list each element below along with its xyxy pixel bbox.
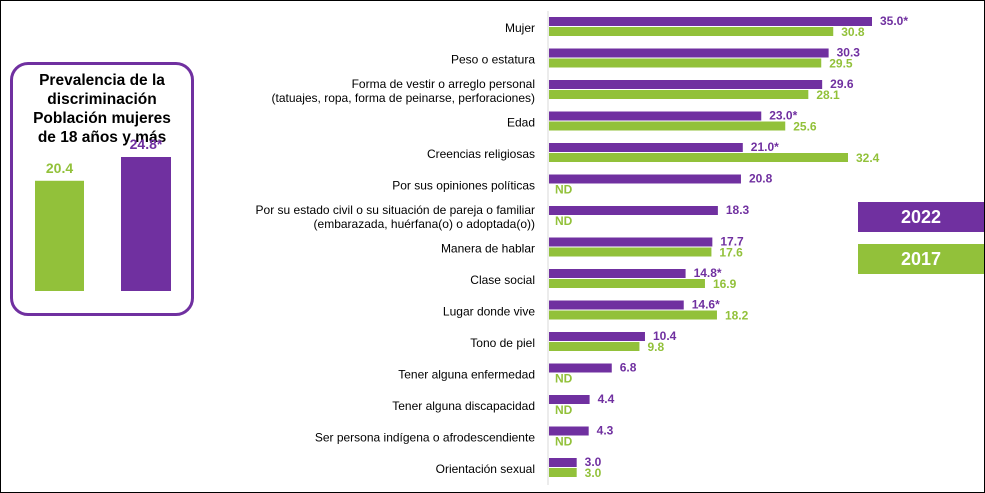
- bar-2022: [549, 332, 645, 341]
- data-label-2022: 18.3: [726, 203, 750, 217]
- data-label-2022: 30.3: [837, 46, 861, 60]
- category-label: Por sus opiniones políticas: [392, 179, 535, 193]
- data-label-2022: 4.4: [598, 392, 615, 406]
- category-label: Mujer: [505, 21, 535, 35]
- summary-label-2022: 24.8*: [130, 136, 163, 152]
- data-label-2022: 21.0*: [751, 140, 779, 154]
- summary-title-line: de 18 años y más: [37, 129, 167, 146]
- category-label: Edad: [507, 116, 535, 130]
- category-label: Ser persona indígena o afrodescendiente: [315, 431, 535, 445]
- bar-2017: [549, 90, 809, 99]
- summary-title-line: discriminación: [47, 91, 157, 108]
- bar-2017: [549, 58, 822, 68]
- category-label: (tatuajes, ropa, forma de peinarse, perf…: [272, 91, 535, 105]
- data-label-2022: 6.8: [620, 361, 637, 375]
- summary-bar-2022: [121, 157, 171, 291]
- data-label-2022: 20.8: [749, 172, 773, 186]
- bar-2022: [549, 395, 590, 404]
- data-label-2017: ND: [555, 372, 573, 386]
- bar-2017: [549, 247, 712, 257]
- bar-2022: [549, 80, 823, 89]
- data-label-2017: 18.2: [725, 309, 749, 323]
- bar-2017: [549, 468, 577, 477]
- category-label: (embarazada, huérfana(o) o adoptada(o)): [314, 217, 535, 231]
- data-label-2022: 3.0: [585, 455, 602, 469]
- category-label: Peso o estatura: [451, 53, 535, 67]
- category-label: Tener alguna discapacidad: [392, 399, 535, 413]
- summary-bar-chart: 20.4 24.8*: [35, 136, 171, 291]
- data-label-2017: ND: [555, 403, 573, 417]
- legend-item-2022: 2022: [858, 202, 984, 232]
- category-label: Creencias religiosas: [427, 147, 535, 161]
- data-label-2022: 17.7: [720, 235, 744, 249]
- data-label-2017: 17.6: [719, 246, 743, 260]
- category-label: Lugar donde vive: [443, 305, 535, 319]
- bar-2022: [549, 174, 741, 184]
- bar-2022: [549, 363, 612, 373]
- data-label-2022: 4.3: [597, 424, 614, 438]
- bar-2022: [549, 300, 684, 310]
- category-label: Orientación sexual: [436, 462, 535, 476]
- category-label: Tono de piel: [470, 336, 535, 350]
- bar-2017: [549, 279, 705, 288]
- bar-2017: [549, 153, 849, 162]
- data-label-2017: ND: [555, 214, 573, 228]
- data-label-2022: 23.0*: [769, 109, 797, 123]
- prevalence-summary-panel: Prevalencia de la discriminación Poblaci…: [10, 62, 194, 316]
- data-label-2017: 29.5: [829, 57, 853, 71]
- data-label-2017: 9.8: [647, 340, 664, 354]
- category-label: Forma de vestir o arreglo personal: [352, 77, 535, 91]
- data-label-2022: 29.6: [830, 77, 854, 91]
- legend-item-2017: 2017: [858, 244, 984, 274]
- category-label: Manera de hablar: [441, 242, 535, 256]
- bar-2022: [549, 426, 589, 436]
- data-label-2017: ND: [555, 183, 573, 197]
- data-label-2017: 28.1: [816, 88, 840, 102]
- category-label: Tener alguna enfermedad: [398, 368, 535, 382]
- data-label-2022: 14.8*: [694, 266, 722, 280]
- bar-2017: [549, 310, 717, 320]
- data-label-2022: 35.0*: [880, 14, 908, 28]
- data-label-2017: 32.4: [856, 151, 880, 165]
- bar-2022: [549, 458, 577, 467]
- data-label-2017: ND: [555, 435, 573, 449]
- bar-2017: [549, 121, 786, 131]
- bar-2022: [549, 269, 686, 278]
- summary-title-line: Población mujeres: [33, 110, 171, 127]
- category-label: Por su estado civil o su situación de pa…: [256, 203, 535, 217]
- bar-2022: [549, 17, 872, 26]
- bar-2022: [549, 143, 743, 152]
- data-label-2017: 3.0: [585, 466, 602, 480]
- data-label-2017: 16.9: [713, 277, 737, 291]
- summary-title-line: Prevalencia de la: [39, 72, 165, 89]
- bar-2022: [549, 48, 829, 58]
- data-label-2017: 30.8: [841, 25, 865, 39]
- data-label-2022: 14.6*: [692, 298, 720, 312]
- summary-title: Prevalencia de la discriminación Poblaci…: [13, 71, 191, 147]
- summary-bar-2017: [35, 180, 84, 291]
- bar-2022: [549, 111, 762, 121]
- summary-label-2017: 20.4: [46, 160, 73, 176]
- bar-2017: [549, 342, 640, 351]
- bar-2017: [549, 27, 834, 36]
- data-label-2022: 10.4: [653, 329, 677, 343]
- bar-2022: [549, 237, 713, 247]
- category-label: Clase social: [470, 273, 535, 287]
- data-label-2017: 25.6: [793, 120, 817, 134]
- bar-2022: [549, 206, 718, 215]
